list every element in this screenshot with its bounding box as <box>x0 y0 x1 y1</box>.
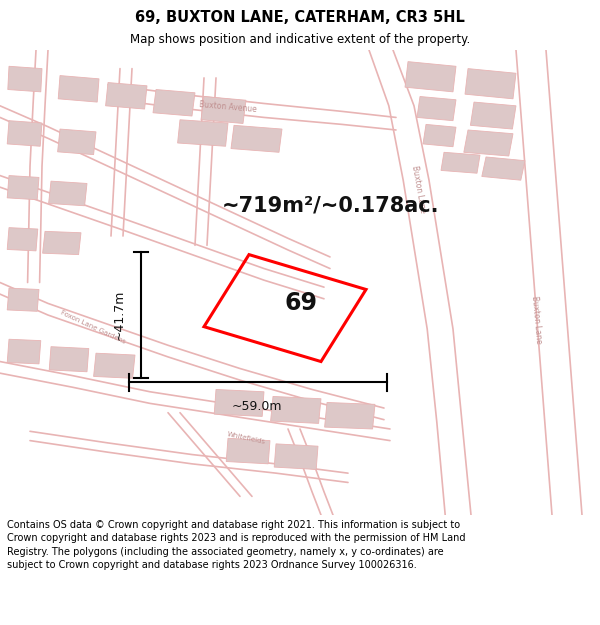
Polygon shape <box>94 353 135 378</box>
Polygon shape <box>43 231 81 254</box>
Polygon shape <box>226 438 270 464</box>
Polygon shape <box>271 396 321 423</box>
Polygon shape <box>441 152 480 173</box>
Polygon shape <box>423 124 456 147</box>
Polygon shape <box>58 129 96 154</box>
Polygon shape <box>7 228 38 251</box>
Polygon shape <box>405 62 456 92</box>
Text: Buxton Avenue: Buxton Avenue <box>199 100 257 114</box>
Polygon shape <box>7 121 42 146</box>
Polygon shape <box>465 69 516 99</box>
Polygon shape <box>274 444 318 469</box>
Polygon shape <box>464 130 513 156</box>
Text: ~41.7m: ~41.7m <box>112 290 125 340</box>
Polygon shape <box>7 288 39 311</box>
Polygon shape <box>417 96 456 121</box>
Text: Foxon Lane Gardens: Foxon Lane Gardens <box>59 309 127 344</box>
Text: Whitefields: Whitefields <box>226 431 266 445</box>
Polygon shape <box>153 89 195 116</box>
Polygon shape <box>106 82 147 109</box>
Polygon shape <box>8 66 42 92</box>
Text: Buxton Lane: Buxton Lane <box>530 296 544 344</box>
Text: ~59.0m: ~59.0m <box>232 399 282 412</box>
Polygon shape <box>231 126 282 152</box>
Polygon shape <box>201 96 246 124</box>
Polygon shape <box>7 176 39 200</box>
Text: Map shows position and indicative extent of the property.: Map shows position and indicative extent… <box>130 32 470 46</box>
Text: Contains OS data © Crown copyright and database right 2021. This information is : Contains OS data © Crown copyright and d… <box>7 520 466 570</box>
Polygon shape <box>178 120 228 146</box>
Polygon shape <box>325 402 375 429</box>
Polygon shape <box>482 157 525 180</box>
Polygon shape <box>7 339 41 364</box>
Text: 69, BUXTON LANE, CATERHAM, CR3 5HL: 69, BUXTON LANE, CATERHAM, CR3 5HL <box>135 10 465 25</box>
Text: Buxton Lane: Buxton Lane <box>410 165 427 214</box>
Polygon shape <box>214 389 264 416</box>
Polygon shape <box>470 102 516 129</box>
Text: 69: 69 <box>285 291 318 316</box>
Text: ~719m²/~0.178ac.: ~719m²/~0.178ac. <box>222 196 439 216</box>
Polygon shape <box>49 181 87 206</box>
Polygon shape <box>49 347 89 372</box>
Polygon shape <box>58 76 99 102</box>
